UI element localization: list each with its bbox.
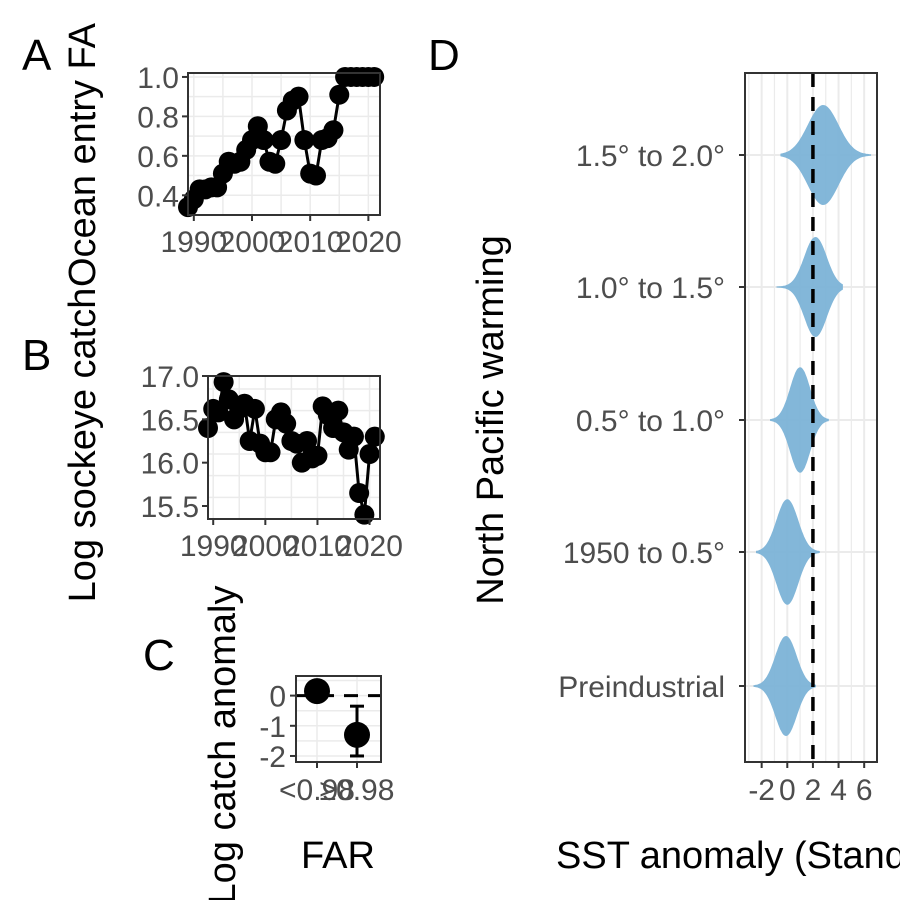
panel-c-xtick-label: <0.98 [279, 774, 355, 807]
panel-d-xtick-label: -2 [748, 774, 775, 807]
panel-a-panel-border [187, 72, 381, 216]
panel-d-violin [753, 635, 816, 737]
panel-label-a: A [22, 31, 52, 80]
panel-d-ytick-label: 1950 to 0.5° [563, 537, 725, 570]
panel-c-ytick-label: 0 [269, 681, 286, 714]
panel-a-point [364, 66, 385, 87]
panel-d: Preindustrial 1950 to 0.5° 0.5° to 1.0° 1.0… [558, 72, 878, 807]
panel-d-ytick-label: 0.5° to 1.0° [576, 405, 725, 438]
panel-a-xtick-label: 2000 [219, 226, 286, 259]
panel-b-xtick-label: 2020 [336, 530, 403, 563]
panel-d-xtick-label: 4 [830, 774, 847, 807]
panel-d-violin [756, 499, 820, 605]
panel-d-ylabel: North Pacific warming [470, 235, 512, 605]
panel-c: 0-1-2<0.98≥0.98 [259, 675, 395, 807]
panel-d-xtick-label: 0 [779, 774, 796, 807]
panel-b-point [297, 431, 318, 451]
panel-c-ylabel: Log catch anomaly [202, 586, 244, 900]
panel-d-ytick-label: 1.5° to 2.0° [576, 140, 725, 173]
panel-a-point [294, 130, 315, 151]
panel-a-point [265, 153, 286, 174]
panel-b-point [244, 398, 265, 419]
panel-c-ytick-label: -1 [259, 711, 286, 744]
panel-d-violin [780, 104, 872, 206]
panel-b-ytick-label: 15.5 [141, 491, 199, 524]
panel-b-point [276, 413, 297, 434]
panel-d-xlabel: SST anomaly (Standard deviations) [556, 835, 900, 877]
panel-b-ytick-label: 16.5 [141, 404, 199, 437]
panel-b-point [328, 400, 349, 421]
panel-b-xtick-label: 1990 [180, 530, 247, 563]
panel-a-xtick-label: 2010 [277, 226, 344, 259]
panel-b-ylabel: Log sockeye catch [62, 288, 104, 603]
panel-d-xtick-label: 6 [856, 774, 873, 807]
panel-label-c: C [143, 631, 175, 680]
panel-c-point [304, 678, 330, 705]
panel-a-ytick-label: 0.6 [137, 141, 179, 174]
panel-a-xtick-label: 1990 [160, 226, 227, 259]
panel-b-xtick-label: 2010 [284, 530, 351, 563]
panel-c-panel-border [295, 675, 382, 763]
panel-d-violin [776, 236, 843, 338]
panel-d-panel-border [744, 72, 878, 763]
panel-d-ytick-label: 1.0° to 1.5° [576, 272, 725, 305]
panel-d-violin [770, 367, 829, 473]
panel-c-ytick-label: -2 [259, 741, 286, 774]
panel-b-panel-border [207, 375, 381, 520]
panel-a-point [288, 86, 309, 107]
panel-b-point [213, 372, 234, 393]
panel-a-point [306, 165, 326, 186]
panel-a-point [271, 130, 292, 151]
panel-b-xtick-label: 2000 [232, 530, 299, 563]
panel-a-point [329, 84, 350, 105]
panel-label-d: D [428, 31, 460, 80]
panel-b-point [359, 444, 380, 464]
panel-d-xtick-label: 2 [805, 774, 822, 807]
panel-a-ylabel: Ocean entry FA [62, 22, 104, 287]
panel-b-point [260, 442, 281, 463]
panel-a-point [253, 130, 274, 151]
panel-d-ytick-label: Preindustrial [558, 671, 725, 704]
panel-a-ytick-label: 0.8 [137, 101, 179, 134]
panel-b-point [307, 445, 328, 466]
panel-b-point [354, 504, 375, 525]
panel-b-point [349, 483, 370, 503]
panel-b-point [343, 426, 364, 447]
panel-label-b: B [22, 331, 51, 380]
panel-a-point [323, 120, 344, 141]
panel-c-xtick-label: ≥0.98 [320, 774, 395, 807]
panel-c-xlabel: FAR [301, 835, 375, 877]
panel-b-point [364, 426, 385, 447]
panel-a-xtick-label: 2020 [335, 226, 402, 259]
panel-c-point [344, 721, 370, 748]
panel-b-ytick-label: 16.0 [141, 448, 199, 481]
panel-b-ytick-label: 17.0 [141, 361, 199, 394]
panel-a-ytick-label: 0.4 [137, 180, 179, 213]
panel-a-ytick-label: 1.0 [137, 62, 179, 95]
